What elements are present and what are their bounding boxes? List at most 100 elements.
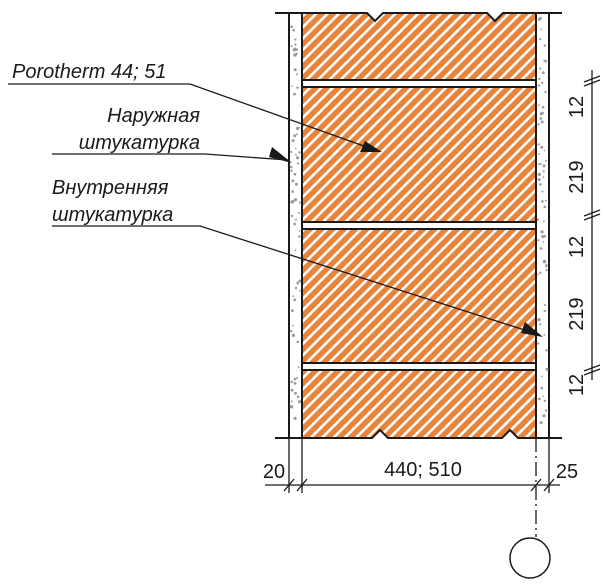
plaster-dot	[540, 145, 544, 149]
plaster-dot	[545, 159, 547, 162]
plaster-dot	[297, 366, 300, 368]
plaster-dot	[294, 198, 297, 201]
plaster-dot	[545, 367, 549, 371]
label-inner-plaster-1: Внутренняя	[52, 177, 169, 199]
plaster-dot	[540, 386, 544, 390]
plaster-dot	[539, 421, 543, 425]
plaster-dot	[295, 52, 298, 55]
plaster-dot	[298, 126, 300, 129]
plaster-dot	[544, 90, 547, 93]
plaster-dot	[289, 405, 294, 409]
plaster-dot	[540, 230, 544, 234]
plaster-dot	[539, 117, 543, 120]
plaster-dot	[542, 259, 547, 264]
plaster-dot	[298, 151, 301, 154]
plaster-dot	[293, 47, 297, 51]
plaster-dot	[537, 239, 540, 242]
label-outer-plaster-1: Наружная	[107, 105, 200, 127]
plaster-dot	[297, 87, 300, 89]
plaster-dot	[537, 172, 541, 176]
plaster-dot	[537, 104, 540, 106]
plaster-dot	[291, 333, 295, 337]
plaster-dot	[542, 164, 546, 168]
dim-joint-b: 12	[566, 236, 588, 258]
plaster-dot	[537, 123, 540, 126]
plaster-dot	[539, 162, 542, 166]
plaster-dot	[537, 84, 540, 87]
plaster-dot	[543, 149, 546, 152]
plaster-dot	[544, 199, 547, 202]
plaster-dot	[293, 222, 297, 226]
plaster-dot	[545, 349, 548, 352]
dim-wall: 440; 510	[384, 459, 462, 481]
brick-block-upper	[301, 86, 537, 223]
leader-lines	[8, 83, 541, 336]
brick-blocks	[301, 12, 537, 439]
plaster-dot	[291, 139, 295, 143]
plaster-dot	[294, 43, 297, 46]
plaster-dot	[541, 200, 544, 203]
plaster-dot	[539, 323, 542, 326]
plaster-dot	[296, 162, 300, 165]
plaster-dot	[295, 73, 298, 76]
plaster-dot	[540, 28, 542, 31]
plaster-dot	[543, 205, 546, 209]
plaster-dot	[298, 201, 301, 204]
plaster-dot	[293, 416, 297, 420]
plaster-dot	[541, 235, 545, 239]
plaster-dot	[290, 45, 293, 48]
vertical-dimension-chain	[583, 70, 601, 380]
plaster-dot	[294, 182, 298, 186]
plaster-dot	[298, 400, 302, 404]
plaster-dot	[544, 303, 546, 306]
arrowhead-outer-plaster	[269, 147, 292, 163]
brick-block-bottom	[301, 369, 537, 439]
plaster-dot	[537, 178, 541, 182]
plaster-dot	[543, 334, 546, 336]
plaster-dot	[542, 240, 545, 243]
horizontal-dimension-chain	[265, 438, 560, 493]
dim-row-a: 219	[566, 160, 588, 193]
label-brick: Porotherm 44; 51	[12, 61, 167, 83]
plaster-dot	[291, 190, 295, 193]
plaster-dot	[541, 105, 545, 109]
plaster-dot	[539, 271, 542, 274]
plaster-dot	[538, 397, 541, 401]
plaster-dot	[539, 183, 542, 186]
brick-block-top	[301, 12, 537, 81]
plaster-dot	[542, 170, 545, 173]
plaster-dot	[543, 399, 546, 402]
dim-left-plaster: 20	[263, 461, 285, 483]
plaster-dot	[543, 220, 545, 223]
plaster-dot	[299, 289, 301, 292]
plaster-dot	[539, 16, 542, 20]
plaster-dot	[296, 340, 300, 344]
plaster-dot	[538, 152, 540, 155]
plaster-dot	[541, 190, 544, 193]
plaster-dot	[292, 28, 296, 32]
plaster-dot	[294, 249, 297, 252]
plaster-dot	[540, 120, 544, 124]
plaster-dot	[298, 279, 302, 283]
plaster-dot	[542, 176, 545, 179]
plaster-dot	[292, 295, 294, 298]
leader-brick	[8, 83, 376, 151]
plaster-dot	[294, 38, 297, 41]
plaster-dot	[293, 92, 296, 96]
plaster-dot	[543, 44, 546, 47]
plaster-dot	[293, 172, 297, 176]
plaster-dot	[294, 147, 297, 150]
plaster-dot	[298, 235, 301, 238]
plaster-dot	[296, 133, 298, 136]
label-inner-plaster-2: штукатурка	[52, 204, 173, 226]
plaster-dot	[294, 286, 298, 290]
axis-marker-circle	[509, 537, 551, 579]
inner-plaster-layer	[535, 12, 550, 438]
plaster-dot	[290, 25, 294, 29]
leader-outer-plaster	[52, 153, 289, 161]
plaster-dot	[296, 395, 300, 399]
plaster-dot	[296, 156, 300, 160]
plaster-dot	[544, 409, 548, 412]
plaster-dot	[290, 214, 294, 218]
